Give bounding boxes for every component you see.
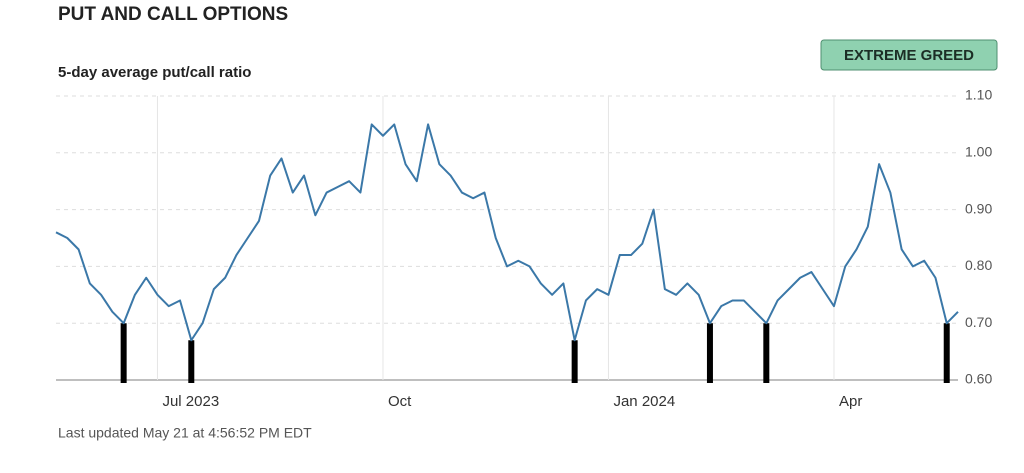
x-tick-label: Jan 2024 — [613, 393, 675, 410]
y-tick-label: 0.90 — [965, 200, 992, 216]
badge-label: EXTREME GREED — [844, 47, 974, 64]
chart-title: PUT AND CALL OPTIONS — [58, 4, 288, 25]
sentiment-badge — [820, 39, 998, 71]
series-line — [55, 123, 959, 342]
y-tick-label: 0.60 — [965, 371, 992, 387]
y-tick-label: 0.70 — [965, 314, 992, 330]
y-tick-label: 1.00 — [965, 144, 992, 160]
x-tick-label: Apr — [839, 393, 862, 410]
x-tick-label: Jul 2023 — [162, 393, 219, 410]
chart-subtitle: 5-day average put/call ratio — [58, 64, 251, 81]
y-tick-label: 0.80 — [965, 257, 992, 273]
footer-note: Last updated May 21 at 4:56:52 PM EDT — [58, 425, 312, 441]
x-tick-label: Oct — [388, 393, 412, 410]
y-tick-label: 1.10 — [965, 87, 992, 103]
